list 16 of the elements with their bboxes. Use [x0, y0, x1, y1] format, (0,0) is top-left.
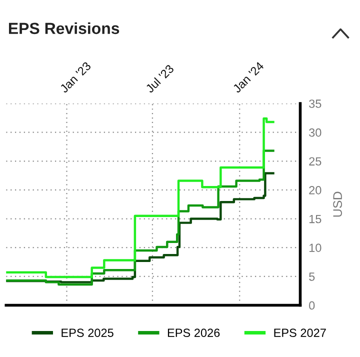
y-tick-label: 20 — [309, 186, 322, 194]
x-tick-label: Jan '23 — [59, 61, 92, 94]
y-axis-title: USD — [333, 192, 342, 217]
chart-title: EPS Revisions — [8, 22, 120, 34]
y-tick-label: 10 — [309, 244, 322, 252]
y-tick-label: 25 — [309, 157, 322, 166]
x-tick-label: Jul '23 — [144, 64, 174, 94]
y-tick-label: 30 — [309, 128, 322, 137]
y-tick-label: 5 — [309, 272, 315, 281]
legend-label: EPS 2027 — [274, 328, 326, 338]
legend-label: EPS 2026 — [168, 328, 220, 338]
x-tick-label: Jan '24 — [232, 61, 264, 94]
legend-label: EPS 2025 — [62, 328, 114, 338]
y-tick-label: 35 — [309, 100, 322, 108]
y-tick-label: 15 — [309, 214, 322, 224]
y-tick-label: 0 — [309, 301, 315, 310]
